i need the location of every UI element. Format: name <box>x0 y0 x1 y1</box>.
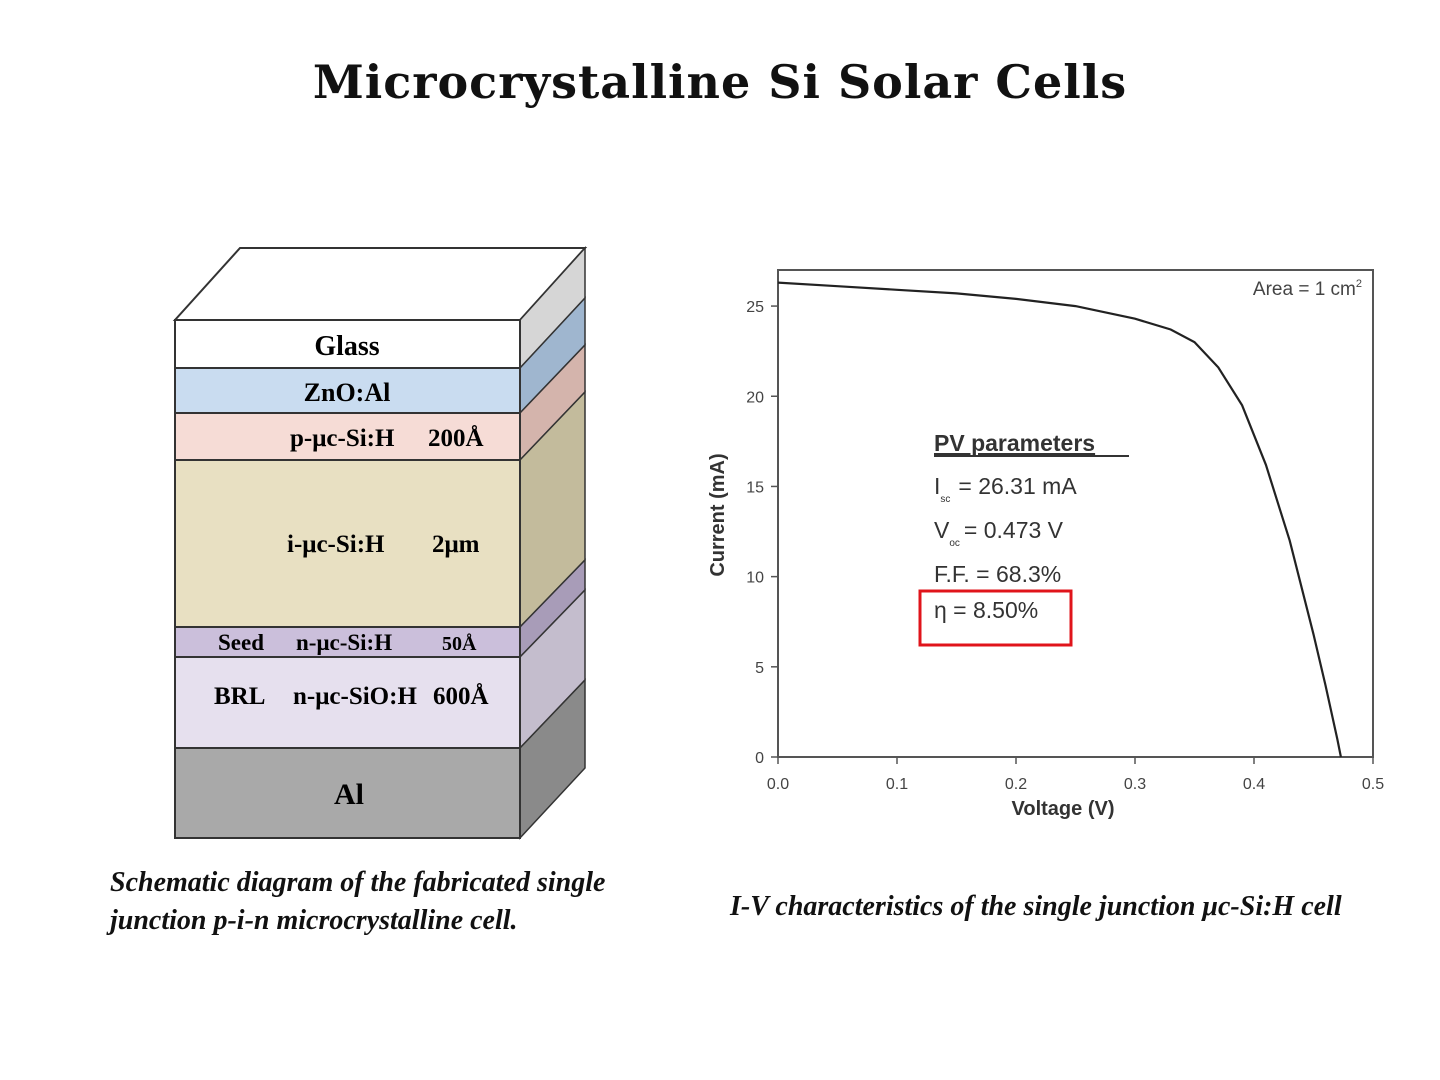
x-tick-label: 0.0 <box>767 776 789 793</box>
zno-layer <box>174 367 521 414</box>
schematic-caption: Schematic diagram of the fabricated sing… <box>110 864 670 940</box>
seed-prefix: Seed <box>218 630 264 655</box>
isc-param: Isc= 26.31 mA <box>934 473 1077 505</box>
x-tick-label: 0.4 <box>1243 776 1265 793</box>
chart-caption: I-V characteristics of the single juncti… <box>730 891 1342 922</box>
glass-label: Glass <box>314 331 379 362</box>
al-layer <box>174 747 521 839</box>
voc-param: Voc= 0.473 V <box>934 517 1064 549</box>
area-label: Area = 1 cm2 <box>1253 278 1362 300</box>
y-tick-label: 0 <box>755 750 764 767</box>
efficiency-param: η = 8.50% <box>934 597 1038 623</box>
zno-label: ZnO:Al <box>304 378 391 407</box>
p-label: p-μc-Si:H <box>290 425 395 452</box>
y-tick-label: 25 <box>746 299 764 316</box>
page-title: Microcrystalline Si Solar Cells <box>312 55 1128 109</box>
brl-layer <box>174 656 521 749</box>
i-layer <box>174 459 521 628</box>
iv-chart: 0.0 0.1 0.2 0.3 0.4 0.5 0 5 10 15 20 25 Voltage (V… <box>707 269 1384 820</box>
schematic-caption-line2: junction p-i-n microcrystalline cell. <box>110 905 518 936</box>
x-tick-label: 0.1 <box>886 776 908 793</box>
y-axis-label: Current (mA) <box>707 453 729 576</box>
x-tick-label: 0.3 <box>1124 776 1146 793</box>
brl-prefix: BRL <box>214 683 265 710</box>
y-axis-ticks: 0 5 10 15 20 25 <box>746 299 778 767</box>
y-tick-label: 20 <box>746 389 764 406</box>
layer-stack-diagram: Glass ZnO:Al p-μc-Si:H 200Å i-μc-Si:H 2μ… <box>172 246 588 840</box>
y-tick-label: 15 <box>746 479 764 496</box>
x-tick-label: 0.5 <box>1362 776 1384 793</box>
seed-layer <box>174 626 521 658</box>
seed-thickness: 50Å <box>442 632 477 655</box>
glass-layer <box>174 319 521 369</box>
iv-curve-line <box>777 281 1342 758</box>
x-axis-label: Voltage (V) <box>1012 798 1115 820</box>
y-tick-label: 5 <box>755 660 764 677</box>
ff-param: F.F. = 68.3% <box>934 561 1061 587</box>
al-label: Al <box>334 778 364 811</box>
brl-label: n-μc-SiO:H <box>293 683 417 710</box>
efficiency-highlight-box <box>918 589 1073 647</box>
y-tick-label: 10 <box>746 570 764 587</box>
schematic-caption-line1: Schematic diagram of the fabricated sing… <box>110 867 606 898</box>
i-label: i-μc-Si:H <box>287 531 385 558</box>
seed-label: n-μc-Si:H <box>296 630 392 655</box>
plot-frame <box>777 269 1374 758</box>
x-tick-label: 0.2 <box>1005 776 1027 793</box>
pv-heading: PV parameters <box>934 430 1095 456</box>
x-axis-ticks: 0.0 0.1 0.2 0.3 0.4 0.5 <box>767 757 1384 793</box>
p-thickness: 200Å <box>428 424 484 452</box>
brl-thickness: 600Å <box>433 682 489 710</box>
i-thickness: 2μm <box>432 531 480 558</box>
area-superscript: 2 <box>1356 278 1362 290</box>
